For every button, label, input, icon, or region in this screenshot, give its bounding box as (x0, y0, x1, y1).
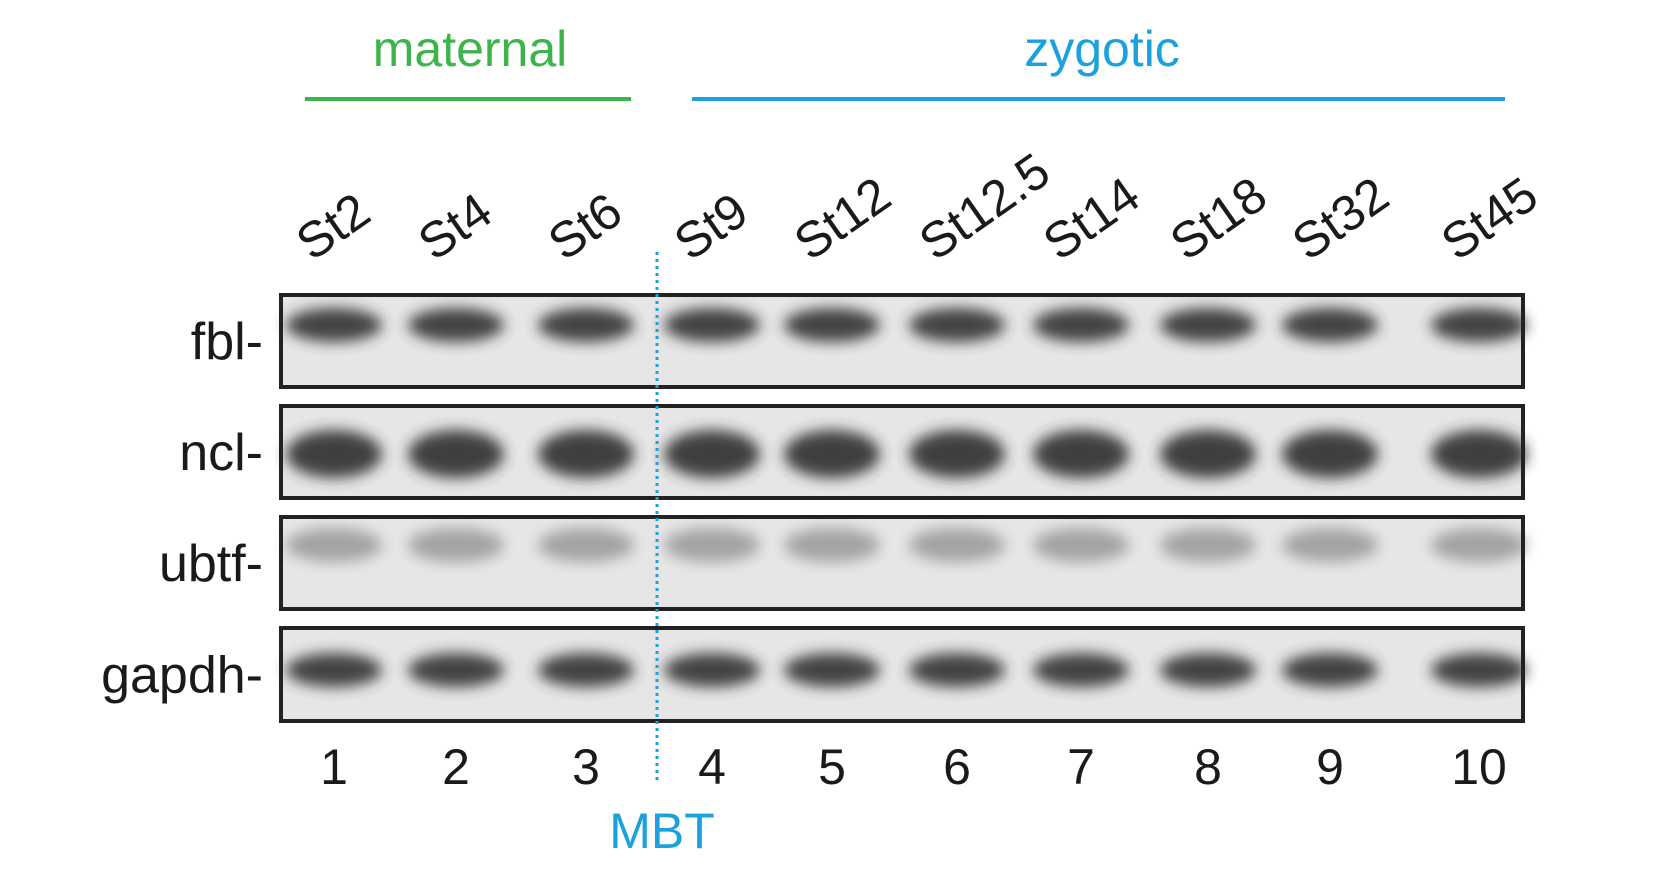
band (784, 653, 880, 687)
band (1282, 528, 1378, 562)
band (286, 528, 382, 562)
lane-number: 1 (320, 739, 348, 795)
band (1160, 653, 1256, 687)
lane-number: 9 (1316, 739, 1344, 795)
band (408, 308, 504, 342)
lane-number: 10 (1451, 739, 1507, 795)
band (1033, 430, 1129, 478)
gene-label: ncl- (179, 424, 263, 482)
stage-label: St12 (784, 166, 900, 271)
band (664, 653, 760, 687)
band (1160, 308, 1256, 342)
band (408, 653, 504, 687)
gel-frame (279, 404, 1525, 500)
band (664, 430, 760, 478)
band (286, 430, 382, 478)
stage-label: St2 (286, 182, 380, 271)
band (1160, 528, 1256, 562)
gel-frame (279, 626, 1525, 723)
stage-label: St4 (408, 182, 502, 271)
mbt-label: MBT (609, 803, 715, 859)
lane-number: 4 (698, 739, 726, 795)
gene-label: gapdh- (101, 647, 263, 705)
band (1033, 528, 1129, 562)
band (909, 653, 1005, 687)
band (1431, 308, 1527, 342)
stage-label: St45 (1431, 166, 1547, 271)
band (1282, 308, 1378, 342)
stage-label: St12.5 (909, 142, 1060, 271)
band (1431, 653, 1527, 687)
band (1282, 430, 1378, 478)
band (784, 430, 880, 478)
band (1033, 308, 1129, 342)
lane-number: 6 (943, 739, 971, 795)
band (1431, 528, 1527, 562)
band (1431, 430, 1527, 478)
stage-label: St18 (1160, 166, 1276, 271)
group-label: maternal (373, 21, 568, 77)
gel-panels (279, 293, 1527, 723)
gene-label: fbl- (191, 313, 263, 371)
band (1282, 653, 1378, 687)
band (664, 528, 760, 562)
gene-label: ubtf- (159, 535, 263, 593)
band (408, 528, 504, 562)
lane-number: 8 (1194, 739, 1222, 795)
band (909, 430, 1005, 478)
lane-number: 3 (572, 739, 600, 795)
band (538, 528, 634, 562)
stage-label: St9 (664, 182, 758, 271)
lane-number: 7 (1067, 739, 1095, 795)
band (664, 308, 760, 342)
band (408, 430, 504, 478)
band (909, 528, 1005, 562)
group-label: zygotic (1024, 21, 1180, 77)
band (1160, 430, 1256, 478)
band (538, 653, 634, 687)
stage-label: St32 (1282, 166, 1398, 271)
band (1033, 653, 1129, 687)
lane-number: 5 (818, 739, 846, 795)
lane-number: 2 (442, 739, 470, 795)
gel-frame (279, 515, 1525, 611)
band (538, 308, 634, 342)
band (286, 653, 382, 687)
band (538, 430, 634, 478)
gel-frame (279, 293, 1525, 389)
band (286, 308, 382, 342)
stage-label: St6 (538, 182, 632, 271)
band (784, 528, 880, 562)
band (909, 308, 1005, 342)
band (784, 308, 880, 342)
